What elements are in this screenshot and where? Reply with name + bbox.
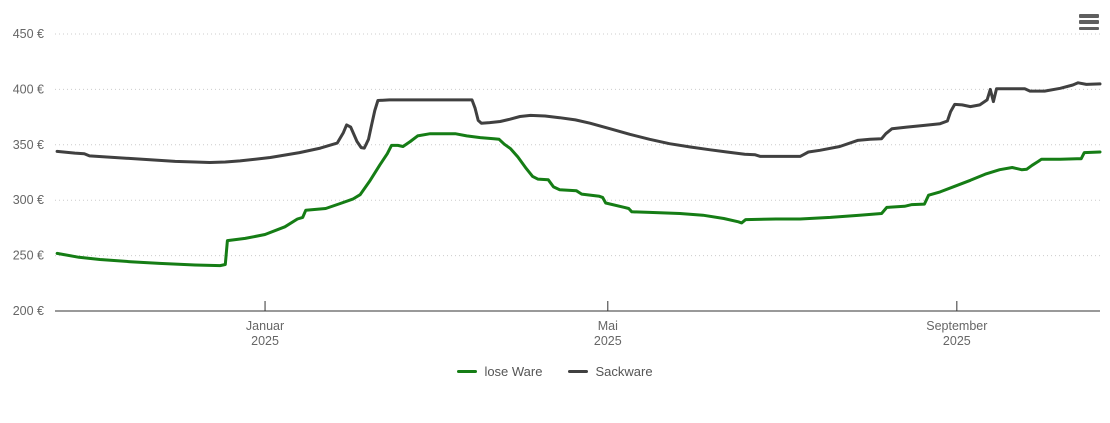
series-line-sackware: [55, 81, 1102, 164]
y-axis-label: 350 €: [13, 138, 44, 152]
y-axis-label: 200 €: [13, 304, 44, 318]
series-line-lose-ware: [55, 132, 1102, 268]
menu-bar: [1079, 26, 1099, 30]
legend-item-sackware[interactable]: Sackware: [568, 364, 653, 379]
legend-label-lose-ware: lose Ware: [484, 364, 543, 379]
legend-swatch-sackware: [568, 370, 589, 373]
x-axis-label-month: Januar: [246, 319, 284, 333]
x-axis-label-year: 2025: [251, 334, 279, 348]
menu-bar: [1079, 20, 1099, 24]
legend-swatch-lose-ware: [457, 370, 478, 373]
menu-bar: [1079, 14, 1099, 18]
x-axis-label-year: 2025: [594, 334, 622, 348]
hamburger-menu-icon[interactable]: [1079, 13, 1099, 31]
x-axis-label-month: September: [926, 319, 987, 333]
y-axis-label: 250 €: [13, 249, 44, 263]
y-axis-label: 400 €: [13, 82, 44, 96]
y-axis-label: 300 €: [13, 193, 44, 207]
chart-legend: lose Ware Sackware: [0, 364, 1110, 379]
legend-label-sackware: Sackware: [595, 364, 653, 379]
legend-item-lose-ware[interactable]: lose Ware: [457, 364, 542, 379]
x-axis-label-year: 2025: [943, 334, 971, 348]
y-axis-label: 450 €: [13, 27, 44, 41]
x-axis-label-month: Mai: [598, 319, 618, 333]
